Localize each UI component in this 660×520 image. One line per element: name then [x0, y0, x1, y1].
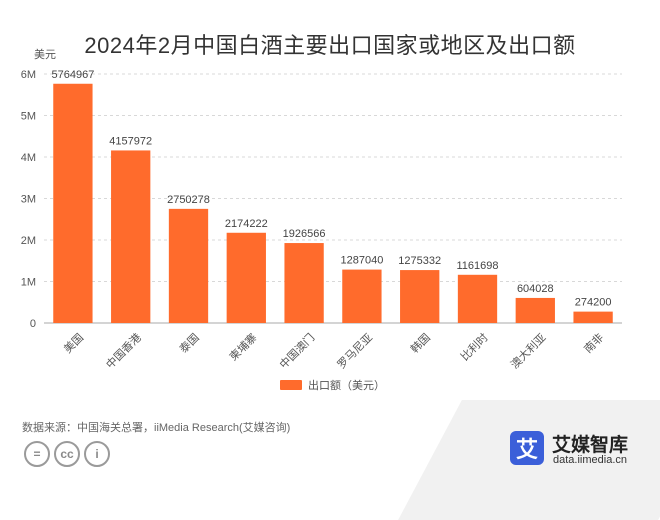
attribution-icon: i [84, 441, 110, 467]
bar [400, 270, 440, 323]
bar [284, 243, 324, 323]
x-tick-label: 美国 [61, 331, 86, 356]
y-tick-label: 0 [30, 318, 36, 330]
legend: 出口额（美元） [280, 377, 385, 393]
brand-logo-icon: 艾 [510, 431, 544, 465]
license-icons: = cc i [24, 441, 110, 467]
bar-value-label: 5764967 [51, 69, 94, 81]
y-axis-unit: 美元 [34, 48, 56, 61]
bar-value-label: 1161698 [456, 260, 498, 272]
bar [53, 83, 93, 323]
y-tick-label: 6M [21, 69, 36, 81]
bar [573, 311, 613, 323]
y-tick-label: 2M [21, 235, 36, 247]
source-note: 数据来源：中国海关总署，iiMedia Research(艾媒咨询) [22, 422, 291, 434]
x-tick-label: 韩国 [407, 330, 432, 355]
y-tick-label: 3M [21, 194, 36, 206]
bar-value-label: 2174222 [225, 218, 268, 230]
bar-value-label: 2750278 [167, 194, 210, 206]
bar-chart: 美元 0 1M 2M 3M 4M 5M 6M 5764967 4157972 2750278 21… [21, 48, 622, 371]
legend-label: 出口额（美元） [308, 380, 385, 392]
y-tick-label: 4M [21, 152, 36, 164]
x-tick-label: 罗马尼亚 [335, 331, 375, 371]
y-tick-label: 1M [21, 277, 36, 289]
bar-value-label: 1287040 [340, 255, 383, 267]
x-tick-label: 澳大利亚 [508, 330, 549, 371]
x-tick-label: 比利时 [458, 331, 491, 364]
brand-name: 艾媒智库 [552, 435, 629, 456]
bar-value-label: 1926566 [283, 228, 326, 240]
bar [342, 269, 382, 323]
chart-title: 2024年2月中国白酒主要出口国家或地区及出口额 [84, 33, 576, 58]
bar-value-label: 4157972 [109, 135, 152, 147]
x-tick-label: 中国香港 [104, 331, 144, 371]
bar-value-label: 274200 [575, 297, 612, 309]
no-derivatives-icon: = [24, 441, 50, 467]
bar [457, 274, 498, 323]
x-tick-label: 中国澳门 [276, 330, 317, 371]
brand-url: data.iimedia.cn [553, 454, 627, 466]
bar-value-label: 604028 [517, 283, 554, 295]
x-tick-label: 南非 [582, 331, 607, 356]
x-tick-label: 泰国 [176, 330, 201, 355]
creative-commons-icon: cc [54, 441, 80, 467]
bar-value-label: 1275332 [398, 255, 441, 267]
legend-swatch [280, 380, 302, 390]
bar [168, 208, 209, 323]
bar [111, 150, 151, 323]
bar [226, 232, 266, 323]
bar [515, 297, 555, 323]
y-tick-label: 5M [21, 111, 36, 123]
x-tick-label: 柬埔寨 [226, 330, 259, 363]
